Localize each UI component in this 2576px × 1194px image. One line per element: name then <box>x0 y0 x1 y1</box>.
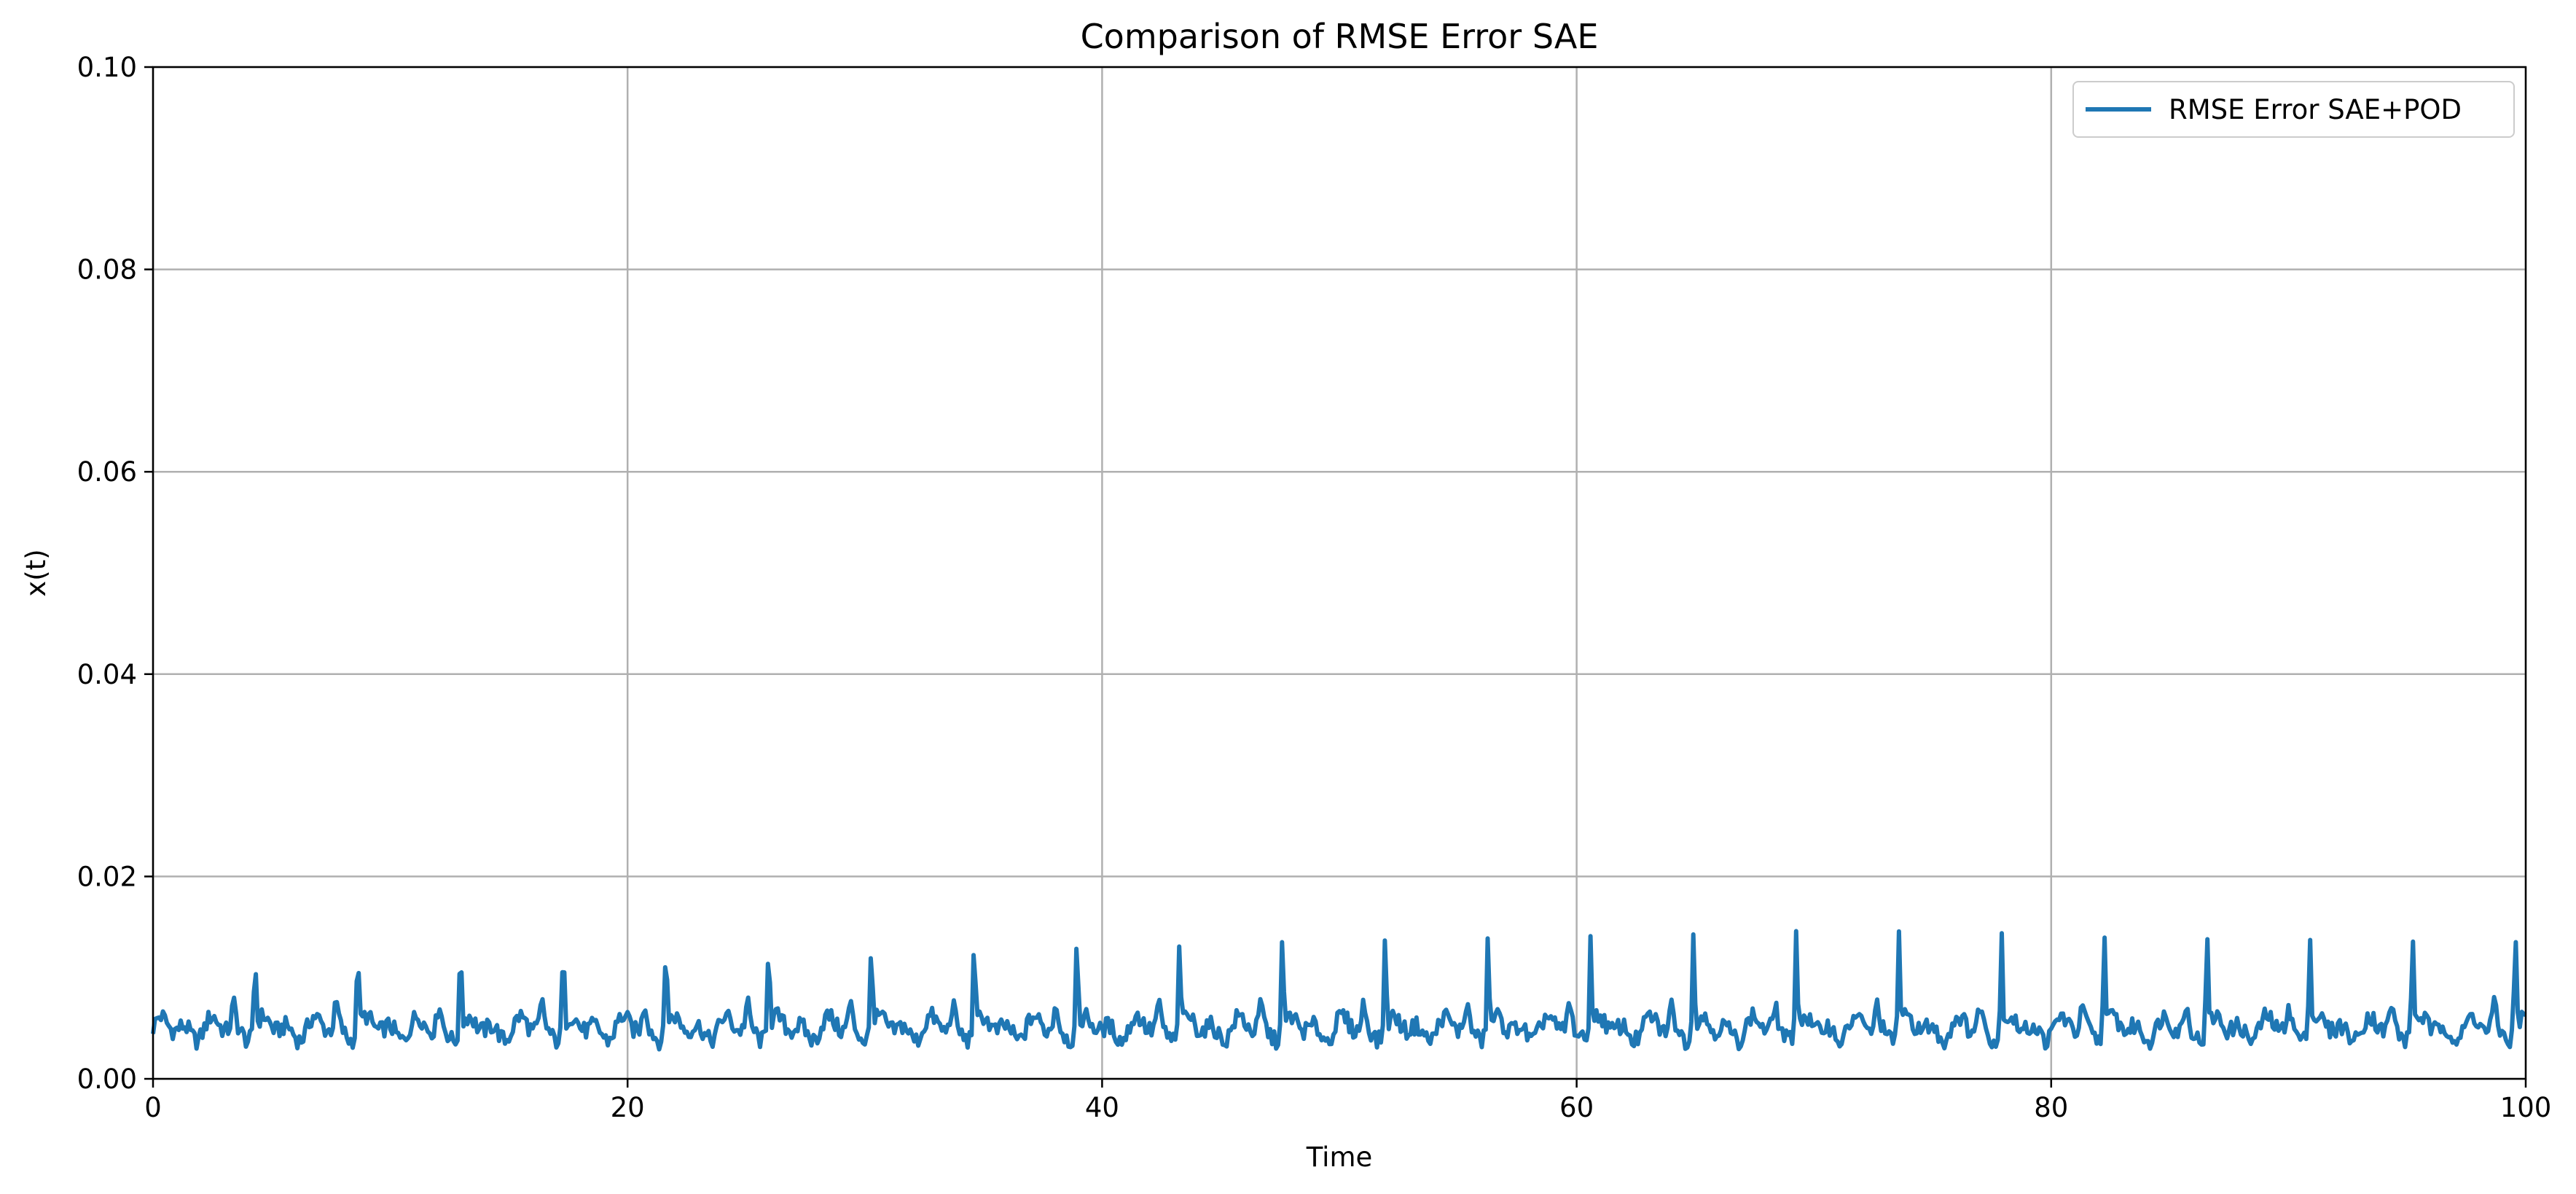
y-axis-label: x(t) <box>20 549 52 596</box>
y-tick-label: 0.08 <box>77 254 137 286</box>
y-tick-label: 0.02 <box>77 861 137 892</box>
chart-title: Comparison of RMSE Error SAE <box>1081 17 1599 56</box>
plot-frame <box>152 66 2527 1080</box>
x-tick-label: 0 <box>144 1092 162 1123</box>
legend-box <box>2072 81 2515 138</box>
x-tick-label: 80 <box>2034 1092 2068 1123</box>
y-tick-label: 0.06 <box>77 456 137 488</box>
legend: RMSE Error SAE+POD <box>2072 81 2515 138</box>
ticks: 0 20 40 60 80 100 0.00 0.02 0.04 0.06 0.08 0.10 <box>77 52 2552 1123</box>
y-tick-label: 0.04 <box>77 659 137 690</box>
series-line-rmse-error-sae-pod <box>151 929 2527 1052</box>
series-layer <box>151 929 2527 1052</box>
x-tick-label: 60 <box>1559 1092 1594 1123</box>
y-tick-label: 0.10 <box>77 52 137 83</box>
legend-label: RMSE Error SAE+POD <box>2169 94 2462 125</box>
x-tick-label: 20 <box>611 1092 645 1123</box>
y-tick-label: 0.00 <box>77 1064 137 1095</box>
x-tick-label: 100 <box>2500 1092 2552 1123</box>
x-axis-label: Time <box>1306 1142 1373 1173</box>
x-tick-label: 40 <box>1085 1092 1119 1123</box>
